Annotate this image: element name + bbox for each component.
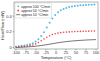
data-point: [68, 6, 70, 8]
x-tick-label: 75: [84, 50, 89, 55]
legend-label: approx 10 °C/min: [21, 13, 48, 17]
legend: approx 100 °C/minapprox 50 °C/minapprox …: [15, 3, 51, 18]
legend-swatch: [16, 14, 20, 15]
data-point: [63, 32, 65, 34]
x-tick-label: -50: [33, 50, 40, 55]
y-tick: [13, 31, 15, 32]
data-point: [57, 11, 59, 13]
data-point: [46, 26, 48, 28]
data-point: [82, 30, 84, 32]
data-point: [57, 32, 59, 34]
data-point: [32, 44, 34, 46]
data-point: [49, 22, 51, 24]
data-point: [74, 31, 76, 33]
data-point: [40, 40, 42, 42]
x-tick-label: 100: [93, 50, 100, 55]
data-point: [35, 43, 37, 45]
data-point: [37, 38, 39, 40]
legend-swatch: [17, 5, 19, 7]
data-point: [68, 31, 70, 33]
plot-frame: [14, 2, 98, 49]
data-point: [26, 44, 28, 46]
y-tick: [13, 47, 15, 48]
data-point: [32, 42, 34, 44]
data-point: [38, 42, 40, 44]
data-point: [65, 7, 67, 9]
data-point: [94, 30, 96, 32]
y-tick: [13, 16, 15, 17]
data-point: [85, 4, 87, 6]
data-point: [91, 30, 93, 32]
y-tick-label: 0.2: [6, 29, 12, 34]
data-point: [66, 31, 68, 33]
data-point: [71, 31, 73, 33]
data-point: [88, 30, 90, 32]
series-line: [16, 40, 96, 48]
data-point: [54, 14, 56, 16]
data-point: [52, 34, 54, 36]
data-point: [60, 9, 62, 11]
data-point: [46, 36, 48, 38]
plot-area: [15, 4, 96, 48]
data-point: [51, 17, 53, 19]
legend-swatch: [17, 10, 19, 12]
data-point: [91, 4, 93, 6]
data-point: [29, 45, 31, 47]
data-point: [88, 4, 90, 6]
y-axis-label: Heat Flow (mW): [0, 10, 5, 40]
x-tick-label: 50: [74, 50, 79, 55]
legend-frame: [15, 3, 51, 18]
data-point: [54, 33, 56, 35]
y-tick-label: 0: [10, 45, 13, 50]
data-point: [23, 44, 25, 46]
data-point: [40, 35, 42, 37]
data-point: [93, 4, 95, 6]
data-point: [77, 5, 79, 7]
data-point: [49, 35, 51, 37]
data-point: [43, 31, 45, 33]
y-tick-label: 0.4: [6, 14, 12, 19]
data-point: [60, 32, 62, 34]
data-point: [77, 31, 79, 33]
data-point: [82, 4, 84, 6]
data-point: [35, 41, 37, 43]
x-tick-label: -100: [12, 50, 21, 55]
chart: -100-75-50-25025507510000.20.4Temperatur…: [0, 0, 100, 61]
data-point: [80, 31, 82, 33]
data-point: [85, 30, 87, 32]
x-tick-label: -75: [23, 50, 30, 55]
data-point: [74, 5, 76, 7]
data-point: [71, 6, 73, 8]
data-point: [63, 8, 65, 10]
x-axis-label: Temperature (°C): [41, 55, 72, 60]
data-point: [79, 4, 81, 6]
data-point: [43, 38, 45, 40]
data-point: [21, 45, 23, 47]
